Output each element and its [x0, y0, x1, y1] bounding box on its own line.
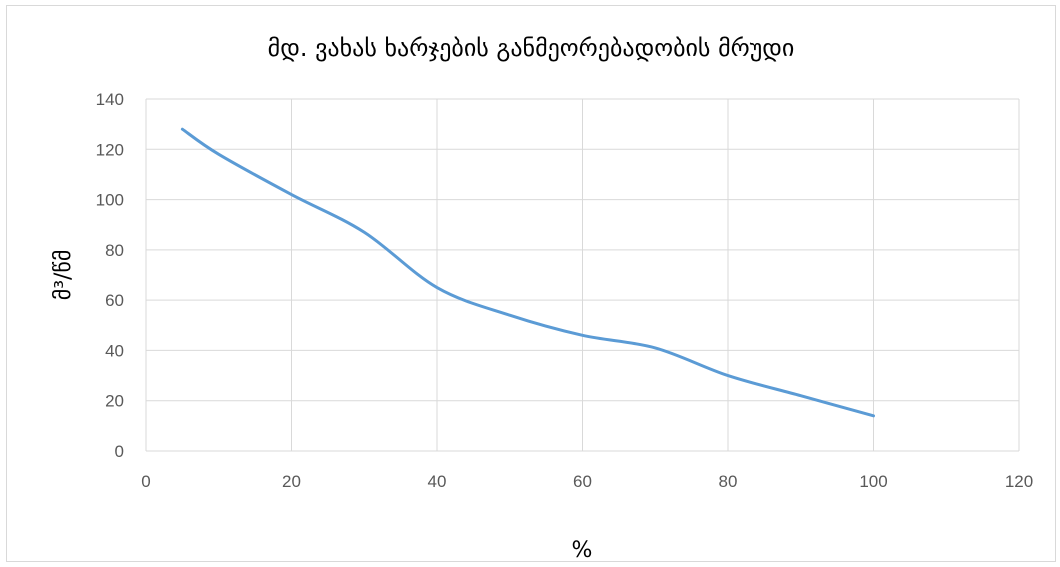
y-tick-label: 0: [115, 442, 124, 461]
x-tick-label: 60: [573, 472, 592, 491]
series-line: [180, 127, 875, 418]
y-tick-label: 120: [96, 140, 124, 159]
x-axis-title: %: [572, 538, 593, 563]
x-tick-label: 40: [428, 472, 447, 491]
tick-label-layer: 0 20 40 60 80 100 120 140 0 20 40 60 80 100 120: [96, 90, 1034, 491]
y-tick-label: 60: [105, 291, 124, 310]
x-tick-label: 80: [719, 472, 738, 491]
y-tick-label: 40: [105, 341, 124, 360]
chart-frame: [6, 5, 1056, 562]
y-tick-label: 100: [96, 191, 124, 210]
y-axis-title: მ³/წმ: [51, 250, 76, 301]
series-line-layer: [180, 127, 875, 418]
x-tick-label: 120: [1005, 472, 1033, 491]
chart-title: მდ. ვახას ხარჯების განმეორებადობის მრუდი: [268, 34, 795, 62]
y-tick-label: 20: [105, 392, 124, 411]
x-tick-label: 0: [141, 472, 150, 491]
y-tick-label: 80: [105, 241, 124, 260]
grid-layer: [145, 98, 1020, 452]
y-tick-label: 140: [96, 90, 124, 109]
x-tick-label: 20: [282, 472, 301, 491]
x-tick-label: 100: [859, 472, 887, 491]
